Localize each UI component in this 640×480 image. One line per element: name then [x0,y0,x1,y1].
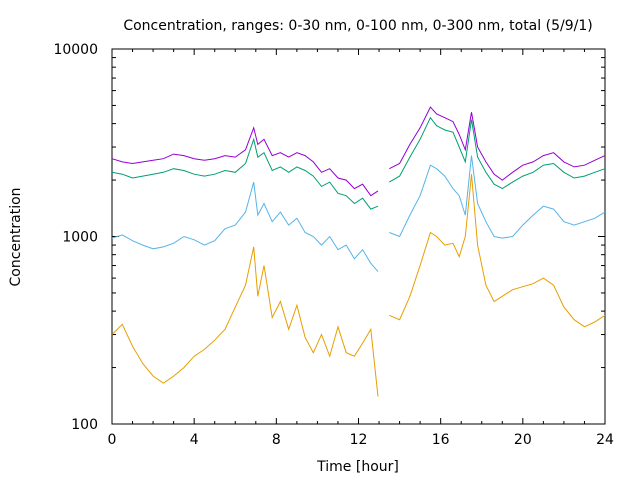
chart-title: Concentration, ranges: 0-30 nm, 0-100 nm… [123,18,592,34]
x-tick-label: 0 [108,432,117,448]
y-tick-label: 10000 [53,42,98,58]
series-line-range_300 [111,137,379,210]
series-line-range_100 [389,155,606,239]
plot-frame [111,48,606,425]
series-line-total [111,126,379,197]
series-line-range_300 [389,116,606,190]
x-tick-label: 16 [432,432,450,448]
series-line-range_100 [111,181,379,272]
x-axis-label: Time [hour] [316,459,399,475]
x-tick-label: 4 [190,432,199,448]
y-axis-label: Concentration [8,187,24,286]
x-tick-label: 24 [596,432,614,448]
series-line-range_30 [389,174,606,328]
y-tick-label: 1000 [62,230,98,246]
x-tick-label: 8 [272,432,281,448]
x-tick-label: 12 [350,432,368,448]
x-tick-label: 20 [514,432,532,448]
y-axis-ticks: 100 1000 10000 [53,42,605,433]
y-tick-label: 100 [71,417,98,433]
x-axis-ticks: 0 4 8 12 16 20 24 [108,49,614,448]
series-lines [111,106,606,397]
series-line-range_30 [111,246,379,397]
series-line-total [389,106,606,181]
